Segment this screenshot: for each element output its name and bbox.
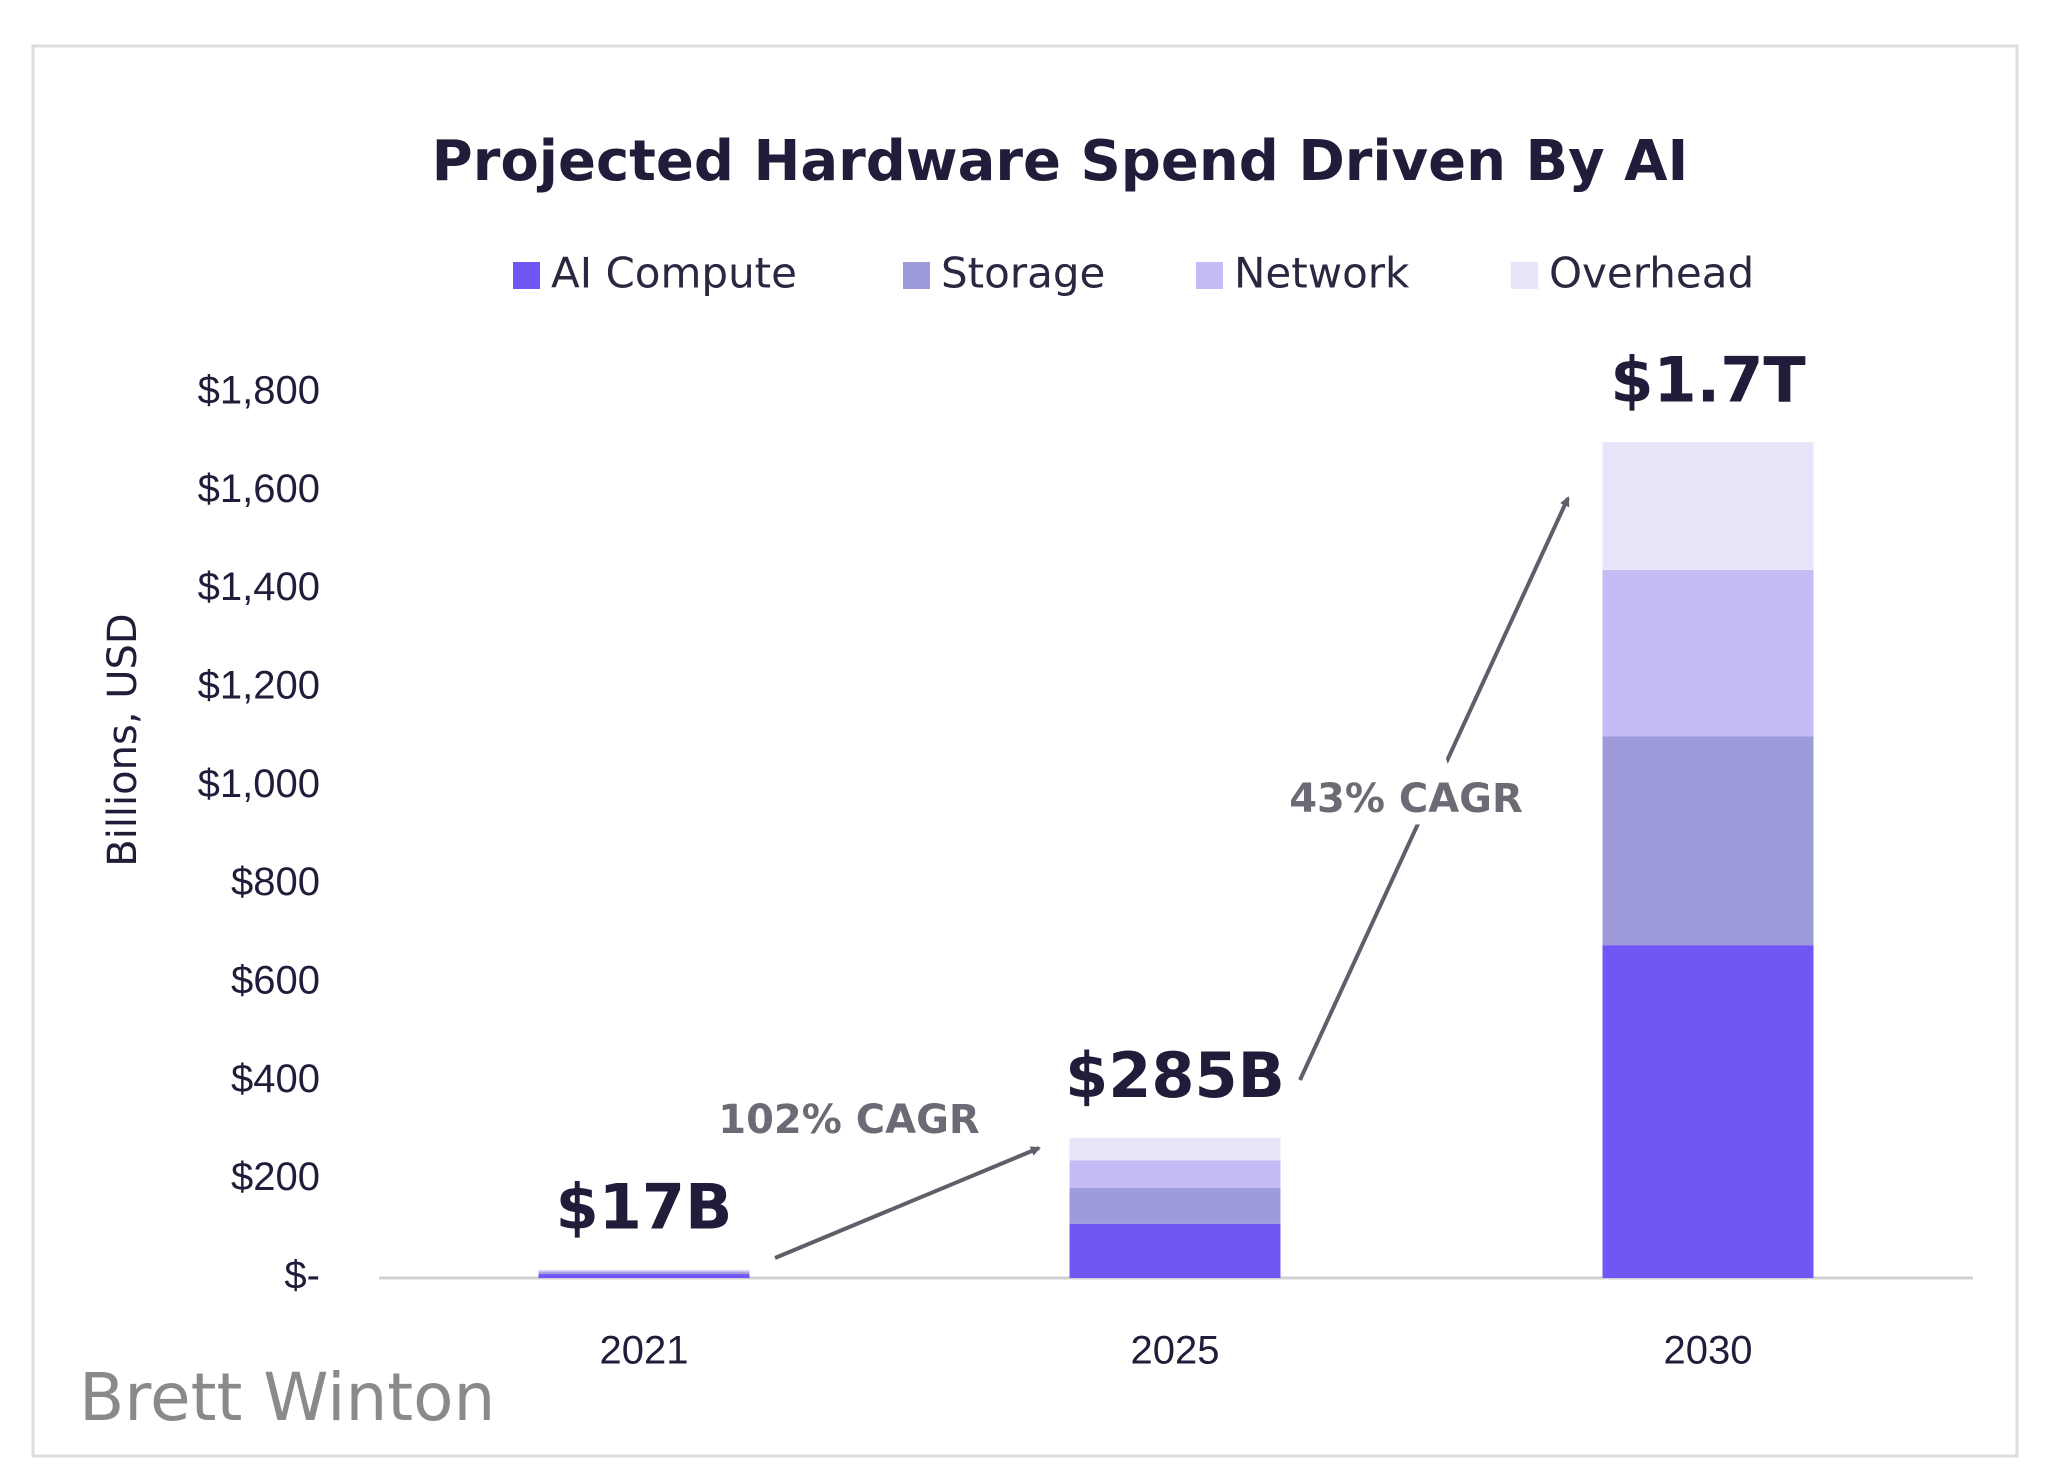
watermark: Brett Winton — [79, 1359, 495, 1436]
y-tick-label: $1,400 — [198, 565, 320, 609]
arrow — [774, 1146, 1041, 1260]
total-label: $285B — [1065, 1039, 1285, 1112]
y-tick-label: $400 — [231, 1057, 320, 1101]
bar-segment — [538, 1270, 750, 1273]
bar-segment — [1602, 945, 1814, 1278]
y-tick-label: $1,000 — [198, 762, 320, 806]
legend-swatch — [513, 262, 540, 289]
annotation: 102% CAGR — [718, 1097, 979, 1143]
y-tick-label: $600 — [231, 959, 320, 1003]
legend-label: Network — [1234, 249, 1410, 298]
legend-label: AI Compute — [551, 249, 797, 298]
bar-segment — [538, 1274, 750, 1278]
total-label: $1.7T — [1610, 343, 1805, 416]
bar-segment — [538, 1269, 750, 1271]
legend-label: Overhead — [1549, 249, 1754, 298]
bar-segment — [1602, 736, 1814, 946]
y-tick-label: $800 — [231, 860, 320, 904]
bar-segment — [1602, 442, 1814, 570]
y-tick-label: $200 — [231, 1155, 320, 1199]
bar-segment — [1069, 1188, 1281, 1224]
legend-swatch — [1511, 262, 1538, 289]
y-tick-label: $- — [284, 1254, 320, 1298]
legend-label: Storage — [941, 249, 1105, 298]
x-tick-label: 2021 — [600, 1329, 689, 1373]
bar-segment — [538, 1272, 750, 1275]
annotation: 43% CAGR — [1289, 776, 1523, 822]
chart-title: Projected Hardware Spend Driven By AI — [432, 129, 1689, 194]
bar-segment — [1602, 570, 1814, 737]
total-label: $17B — [556, 1171, 733, 1244]
y-tick-label: $1,800 — [198, 369, 320, 413]
x-tick-label: 2025 — [1131, 1329, 1220, 1373]
legend-swatch — [1196, 262, 1223, 289]
x-tick-label: 2030 — [1664, 1329, 1753, 1373]
y-tick-label: $1,200 — [198, 664, 320, 708]
bar-segment — [1069, 1137, 1281, 1161]
y-axis-label: Billions, USD — [100, 613, 146, 866]
bar-segment — [1069, 1223, 1281, 1278]
bar-segment — [1069, 1160, 1281, 1189]
arrow — [1298, 496, 1570, 1081]
y-tick-label: $1,600 — [198, 467, 320, 511]
legend-swatch — [903, 262, 930, 289]
